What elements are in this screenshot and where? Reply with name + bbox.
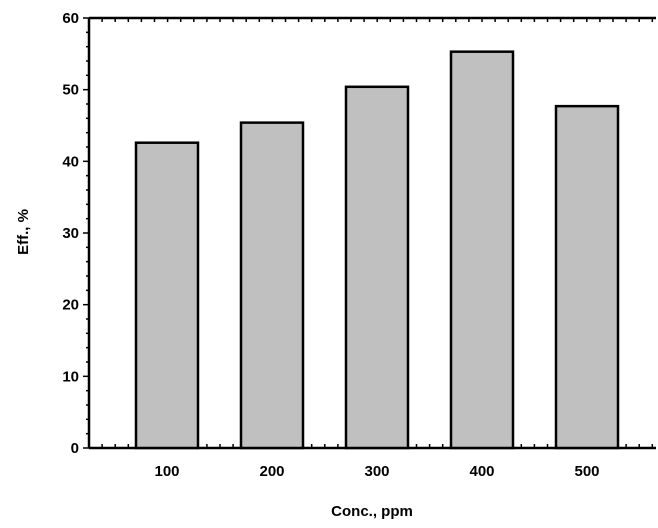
y-axis-ticks: 0 10 20 30 40 50 60 bbox=[62, 10, 89, 457]
bar-500 bbox=[554, 104, 620, 450]
y-tick-label: 50 bbox=[62, 82, 79, 99]
x-tick-label: 500 bbox=[574, 463, 599, 480]
bars bbox=[134, 50, 620, 450]
y-tick-label: 40 bbox=[62, 153, 79, 170]
x-tick-label: 300 bbox=[364, 463, 389, 480]
y-axis-label: Eff., % bbox=[15, 209, 32, 255]
bar-100 bbox=[134, 141, 200, 450]
bar-200 bbox=[239, 121, 305, 450]
y-tick-label: 30 bbox=[62, 225, 79, 242]
x-tick-label: 200 bbox=[259, 463, 284, 480]
bar-300 bbox=[344, 85, 410, 450]
y-tick-label: 0 bbox=[71, 440, 79, 457]
x-tick-label: 100 bbox=[154, 463, 179, 480]
y-tick-label: 60 bbox=[62, 10, 79, 27]
bar-400 bbox=[449, 50, 515, 450]
x-tick-label: 400 bbox=[469, 463, 494, 480]
y-tick-label: 20 bbox=[62, 297, 79, 314]
y-tick-label: 10 bbox=[62, 368, 79, 385]
x-axis-label: Conc., ppm bbox=[331, 503, 413, 520]
